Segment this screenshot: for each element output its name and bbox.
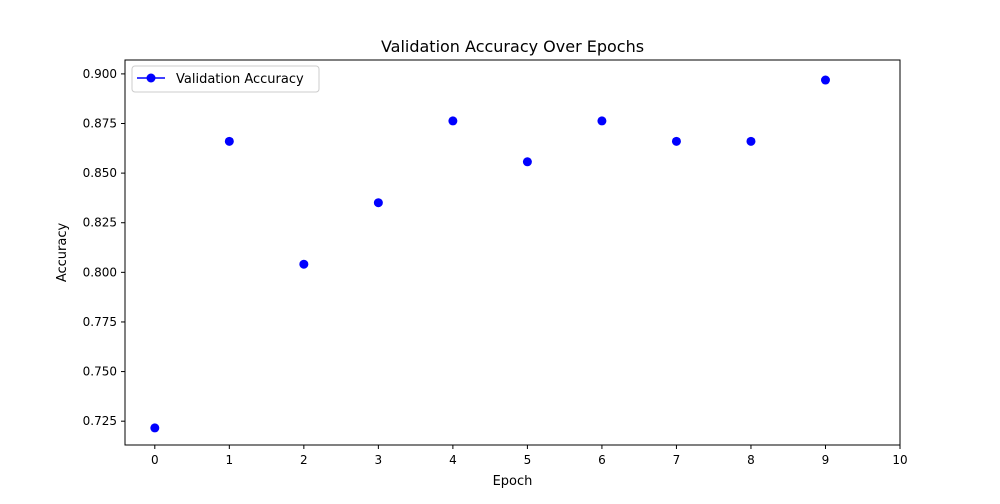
plot-area-frame xyxy=(124,59,901,446)
legend-marker-sample xyxy=(146,73,156,83)
legend-box xyxy=(131,65,320,93)
legend-entry-label: Validation Accuracy xyxy=(176,72,304,87)
x-tick-label: 2 xyxy=(300,453,308,467)
data-point xyxy=(373,198,383,208)
y-tick-label: 0.850 xyxy=(83,166,117,180)
data-point xyxy=(224,136,234,146)
x-tick-label: 7 xyxy=(673,453,681,467)
legend: Validation Accuracy xyxy=(131,65,320,93)
data-point xyxy=(746,136,756,146)
y-tick-label: 0.800 xyxy=(83,265,117,279)
y-tick-label: 0.900 xyxy=(83,67,117,81)
data-point xyxy=(448,116,458,126)
x-tick-label: 5 xyxy=(524,453,532,467)
x-tick-label: 10 xyxy=(892,453,907,467)
data-points xyxy=(150,75,830,433)
y-axis-label: Accuracy xyxy=(55,223,70,283)
chart-title: Validation Accuracy Over Epochs xyxy=(381,37,644,56)
y-tick-label: 0.875 xyxy=(83,117,117,131)
x-tick-label: 9 xyxy=(822,453,830,467)
x-tick-label: 1 xyxy=(226,453,234,467)
y-axis-ticks: 0.725 0.750 0.775 0.800 0.825 0.850 0.875 0.900 xyxy=(83,67,125,428)
x-tick-label: 6 xyxy=(598,453,606,467)
x-tick-label: 0 xyxy=(151,453,159,467)
data-point xyxy=(150,423,160,433)
data-point xyxy=(299,259,309,269)
data-point xyxy=(671,136,681,146)
x-axis-label: Epoch xyxy=(493,474,533,489)
y-tick-label: 0.750 xyxy=(83,365,117,379)
y-tick-label: 0.775 xyxy=(83,315,117,329)
data-point xyxy=(820,75,830,85)
data-point xyxy=(597,116,607,126)
x-axis-ticks: 0 1 2 3 4 5 6 7 8 9 10 xyxy=(151,445,908,467)
y-tick-label: 0.725 xyxy=(83,414,117,428)
x-tick-label: 8 xyxy=(747,453,755,467)
x-tick-label: 4 xyxy=(449,453,457,467)
x-tick-label: 3 xyxy=(375,453,383,467)
data-point xyxy=(522,157,532,167)
y-tick-label: 0.825 xyxy=(83,216,117,230)
